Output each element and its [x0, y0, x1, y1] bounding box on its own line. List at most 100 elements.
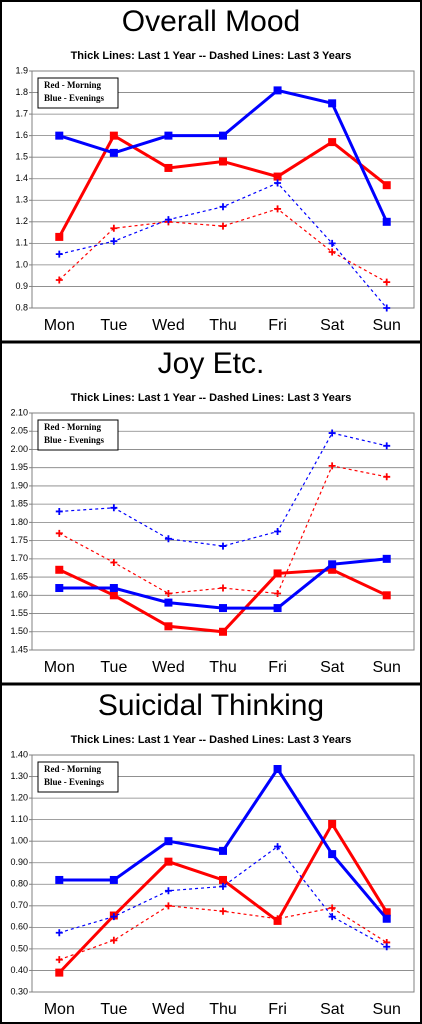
y-tick-label: 1.55 — [10, 608, 28, 618]
x-tick-label: Thu — [209, 659, 237, 676]
marker — [273, 765, 282, 774]
marker — [383, 943, 391, 951]
x-tick-label: Tue — [100, 317, 127, 334]
marker — [382, 914, 391, 923]
y-tick-label: 1.90 — [10, 480, 28, 490]
y-tick-label: 1.3 — [15, 195, 28, 205]
marker — [219, 131, 227, 140]
marker — [328, 560, 337, 569]
marker — [164, 887, 172, 895]
x-tick-label: Mon — [44, 659, 75, 676]
legend-text: Blue - Evenings — [44, 777, 105, 787]
legend-text: Blue - Evenings — [44, 435, 105, 445]
marker — [328, 239, 336, 247]
y-tick-label: 1.7 — [15, 108, 28, 118]
legend-box — [37, 77, 119, 109]
y-tick-label: 1.60 — [10, 590, 28, 600]
marker — [219, 604, 227, 613]
y-tick-label: 1.9 — [15, 65, 28, 75]
marker — [383, 442, 391, 450]
marker — [164, 216, 172, 224]
y-tick-label: 0.30 — [10, 986, 28, 996]
marker — [109, 591, 118, 600]
y-tick-label: 0.60 — [10, 922, 28, 932]
marker — [328, 429, 336, 437]
chart-title: Overall Mood — [122, 5, 300, 38]
x-tick-label: Thu — [209, 317, 237, 334]
marker — [219, 875, 227, 884]
x-tick-label: Sat — [320, 1001, 345, 1018]
marker — [55, 507, 63, 515]
x-tick-label: Sat — [320, 317, 345, 334]
chart-subtitle: Thick Lines: Last 1 Year -- Dashed Lines… — [71, 392, 352, 404]
marker — [219, 882, 227, 890]
x-tick-label: Fri — [268, 659, 287, 676]
marker — [382, 554, 391, 563]
marker — [55, 529, 63, 537]
marker — [109, 131, 118, 140]
marker — [219, 542, 227, 550]
marker — [219, 222, 227, 230]
marker — [55, 232, 64, 241]
y-tick-label: 1.85 — [10, 499, 28, 509]
marker — [328, 565, 337, 574]
marker — [109, 875, 118, 884]
marker — [274, 843, 282, 851]
marker — [382, 217, 391, 226]
y-tick-label: 0.8 — [15, 302, 28, 312]
y-tick-label: 1.80 — [10, 517, 28, 527]
y-tick-label: 2.05 — [10, 426, 28, 436]
marker — [273, 569, 282, 578]
y-tick-label: 0.40 — [10, 965, 28, 975]
marker — [164, 535, 172, 543]
marker — [55, 956, 63, 964]
legend-box — [37, 419, 119, 451]
marker — [219, 157, 227, 166]
marker — [382, 591, 391, 600]
x-tick-label: Fri — [268, 317, 287, 334]
x-tick-label: Sat — [320, 659, 345, 676]
y-tick-label: 1.50 — [10, 626, 28, 636]
marker — [219, 584, 227, 592]
marker — [55, 875, 64, 884]
y-tick-label: 1.30 — [10, 771, 28, 781]
marker — [328, 819, 337, 828]
y-tick-label: 1.10 — [10, 814, 28, 824]
x-tick-label: Wed — [152, 317, 185, 334]
marker — [328, 462, 336, 470]
x-tick-label: Sun — [372, 659, 400, 676]
y-tick-label: 0.90 — [10, 857, 28, 867]
x-tick-label: Mon — [44, 1001, 75, 1018]
marker — [164, 857, 173, 866]
y-tick-label: 0.80 — [10, 879, 28, 889]
marker — [382, 181, 391, 190]
marker — [110, 504, 118, 512]
marker — [328, 248, 336, 256]
marker — [383, 278, 391, 286]
marker — [328, 913, 336, 921]
y-tick-label: 1.1 — [15, 238, 28, 248]
y-tick-label: 0.70 — [10, 900, 28, 910]
marker — [110, 224, 118, 232]
x-tick-label: Wed — [152, 659, 185, 676]
y-tick-label: 1.4 — [15, 173, 28, 183]
x-tick-label: Sun — [372, 317, 400, 334]
marker — [110, 936, 118, 944]
y-tick-label: 2.10 — [10, 407, 28, 417]
y-tick-label: 0.50 — [10, 943, 28, 953]
x-tick-label: Wed — [152, 1001, 185, 1018]
y-tick-label: 0.9 — [15, 281, 28, 291]
legend-text: Red - Morning — [44, 80, 101, 90]
marker — [219, 907, 227, 915]
marker — [164, 131, 173, 140]
chart-title: Joy Etc. — [158, 347, 265, 380]
y-tick-label: 2.00 — [10, 444, 28, 454]
marker — [219, 846, 227, 855]
x-tick-label: Thu — [209, 1001, 237, 1018]
marker — [273, 172, 282, 181]
marker — [55, 584, 64, 593]
marker — [219, 203, 227, 211]
y-tick-label: 1.45 — [10, 644, 28, 654]
marker — [273, 86, 282, 95]
